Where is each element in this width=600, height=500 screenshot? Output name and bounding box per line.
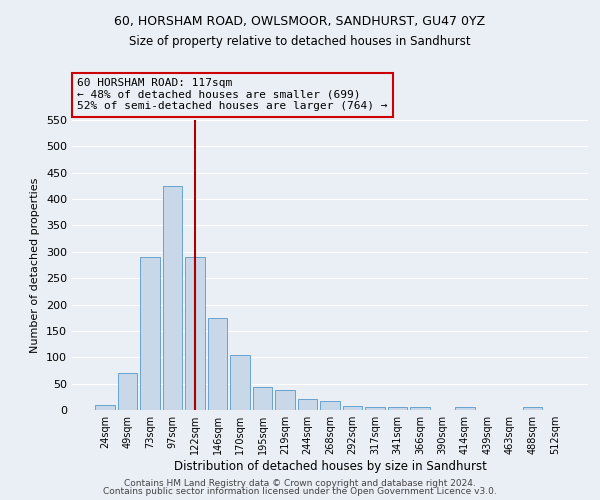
Text: Size of property relative to detached houses in Sandhurst: Size of property relative to detached ho… (129, 35, 471, 48)
Bar (253, 388, 272, 410)
Text: Contains public sector information licensed under the Open Government Licence v3: Contains public sector information licen… (103, 487, 497, 496)
X-axis label: Distribution of detached houses by size in Sandhurst: Distribution of detached houses by size … (173, 460, 487, 473)
Bar (388, 408, 407, 410)
Bar (298, 400, 317, 410)
Bar (118, 373, 137, 410)
Bar (140, 257, 160, 410)
Bar (275, 390, 295, 410)
Text: 60 HORSHAM ROAD: 117sqm
← 48% of detached houses are smaller (699)
52% of semi-d: 60 HORSHAM ROAD: 117sqm ← 48% of detache… (77, 78, 388, 112)
Bar (320, 400, 340, 410)
Bar (95, 404, 115, 410)
Bar (365, 408, 385, 410)
Text: 60, HORSHAM ROAD, OWLSMOOR, SANDHURST, GU47 0YZ: 60, HORSHAM ROAD, OWLSMOOR, SANDHURST, G… (115, 15, 485, 28)
Bar (410, 408, 430, 410)
Bar (523, 408, 542, 410)
Bar (185, 257, 205, 410)
Bar (343, 406, 362, 410)
Bar (230, 354, 250, 410)
Bar (455, 408, 475, 410)
Bar (163, 186, 182, 410)
Y-axis label: Number of detached properties: Number of detached properties (31, 178, 40, 352)
Text: Contains HM Land Registry data © Crown copyright and database right 2024.: Contains HM Land Registry data © Crown c… (124, 478, 476, 488)
Bar (208, 318, 227, 410)
